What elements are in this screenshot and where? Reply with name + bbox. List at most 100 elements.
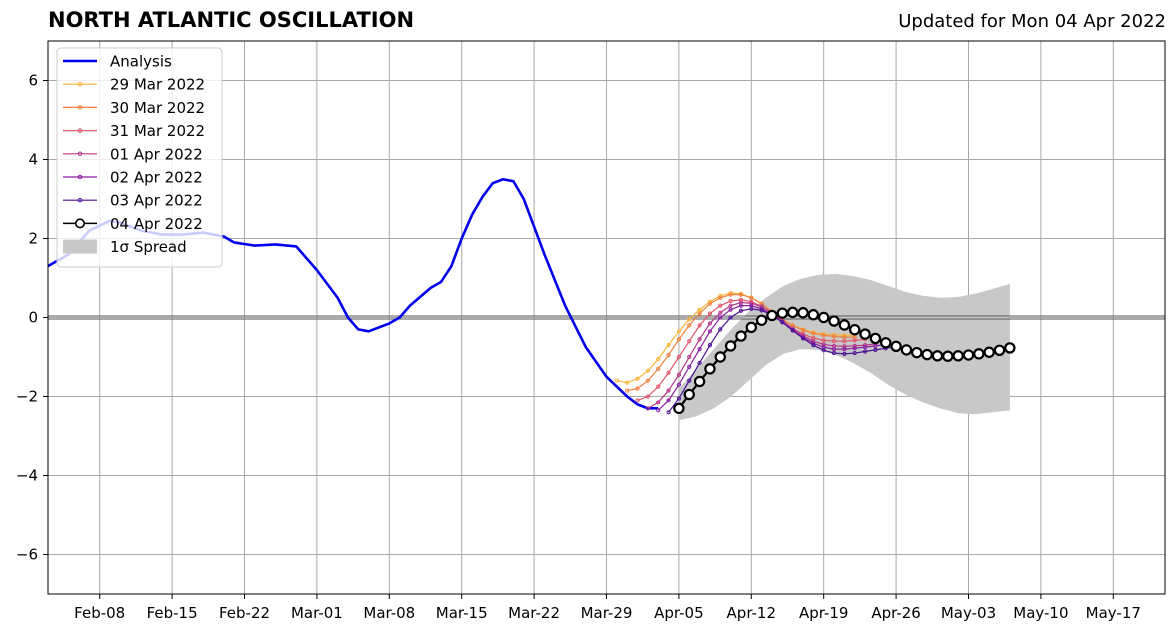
legend-label: 04 Apr 2022: [110, 215, 203, 233]
x-tick-label: Apr-05: [654, 604, 704, 622]
x-tick-label: Mar-01: [291, 604, 343, 622]
forecast-point: [738, 292, 744, 297]
legend-box: [56, 47, 223, 268]
forecast-point: [645, 394, 650, 399]
forecast-point: [625, 388, 630, 393]
forecast-point: [873, 343, 878, 349]
forecast-point: [673, 402, 685, 415]
x-tick-label: May-10: [1013, 604, 1068, 622]
forecast-point: [759, 308, 764, 313]
forecast-point: [635, 376, 640, 381]
forecast-point: [724, 340, 737, 352]
forecast-point: [666, 343, 671, 348]
legend-label: 29 Mar 2022: [110, 76, 205, 94]
forecast-point: [707, 311, 713, 316]
forecast-point: [687, 339, 692, 344]
x-tick-label: Apr-26: [871, 604, 921, 622]
legend-marker: [75, 218, 86, 229]
legend-swatch: [63, 239, 97, 254]
forecast-point: [993, 344, 1006, 356]
legend-label: 03 Apr 2022: [110, 192, 203, 210]
forecast-point: [745, 321, 757, 334]
forecast-point: [880, 337, 892, 349]
forecast-point: [676, 396, 681, 401]
forecast-point: [952, 350, 964, 362]
forecast-point: [828, 315, 840, 327]
forecast-point: [676, 354, 681, 360]
x-tick-label: Feb-08: [74, 604, 125, 622]
forecast-point: [645, 406, 650, 411]
x-tick-label: May-17: [1086, 604, 1141, 622]
x-tick-label: Mar-29: [581, 604, 633, 622]
x-tick-label: Apr-19: [799, 604, 849, 622]
forecast-point: [728, 292, 733, 297]
forecast-point: [749, 295, 754, 300]
forecast-point: [697, 307, 702, 312]
forecast-point: [718, 295, 723, 300]
plot-inner: [48, 41, 1165, 594]
forecast-point: [738, 308, 744, 313]
forecast-point: [852, 346, 857, 351]
forecast-point: [676, 382, 681, 387]
forecast-point: [666, 398, 671, 403]
legend-label: 02 Apr 2022: [110, 169, 203, 187]
updated-label: Updated for Mon 04 Apr 2022: [898, 11, 1166, 32]
forecast-point: [900, 344, 913, 356]
forecast-point: [831, 339, 837, 344]
forecast-point: [728, 307, 733, 312]
forecast-point: [714, 351, 726, 363]
forecast-point: [811, 343, 816, 348]
forecast-point: [693, 375, 706, 388]
forecast-point: [831, 334, 837, 339]
forecast-point: [842, 335, 847, 340]
forecast-point: [656, 400, 661, 405]
forecast-point: [983, 346, 995, 358]
forecast-point: [676, 329, 681, 334]
forecast-point: [776, 307, 789, 319]
forecast-point: [645, 368, 650, 373]
forecast-point: [635, 398, 640, 403]
legend-marker: [77, 197, 83, 203]
forecast-point: [614, 378, 619, 383]
forecast-point: [645, 378, 650, 383]
forecast-point: [728, 315, 733, 320]
forecast-point: [738, 303, 744, 308]
forecast-point: [635, 386, 640, 391]
forecast-point: [862, 345, 868, 350]
legend-marker: [77, 105, 83, 110]
forecast-point: [931, 350, 944, 362]
forecast-point: [831, 350, 837, 356]
forecast-point: [707, 343, 713, 348]
forecast-point: [890, 340, 902, 353]
forecast-point: [821, 348, 826, 353]
forecast-point: [869, 332, 882, 345]
forecast-point: [797, 307, 809, 319]
forecast-point: [687, 317, 692, 322]
forecast-point: [656, 366, 661, 371]
y-tick-label: 0: [28, 309, 38, 327]
forecast-point: [666, 352, 671, 358]
forecast-point: [697, 311, 702, 316]
forecast-point: [800, 336, 806, 341]
forecast-point: [921, 348, 933, 361]
forecast-point: [697, 323, 702, 328]
forecast-point: [697, 347, 702, 352]
forecast-point: [873, 347, 878, 352]
y-tick-label: −2: [16, 388, 38, 406]
forecast-point: [838, 319, 851, 331]
forecast-line: [668, 308, 897, 413]
x-tick-label: Mar-15: [436, 604, 488, 622]
legend-marker: [77, 174, 83, 180]
plot-area: Feb-08 Feb-15 Feb-22 Mar-01 Mar-08 Mar-15 Mar-…: [16, 40, 1166, 622]
forecast-point: [687, 354, 692, 360]
forecast-point: [697, 360, 702, 366]
forecast-point: [755, 314, 768, 326]
legend-marker: [77, 151, 83, 157]
chart-title: NORTH ATLANTIC OSCILLATION: [48, 8, 415, 32]
forecast-point: [973, 348, 985, 360]
y-tick-label: 4: [28, 151, 38, 169]
forecast-line: [647, 301, 876, 409]
forecast-point: [942, 350, 954, 362]
forecast-point: [852, 343, 857, 349]
